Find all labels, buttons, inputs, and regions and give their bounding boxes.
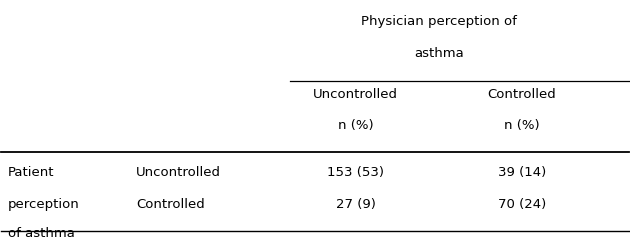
Text: 70 (24): 70 (24): [498, 198, 546, 211]
Text: of asthma: of asthma: [8, 227, 74, 240]
Text: Patient: Patient: [8, 166, 54, 179]
Text: 153 (53): 153 (53): [327, 166, 384, 179]
Text: 27 (9): 27 (9): [336, 198, 375, 211]
Text: Uncontrolled: Uncontrolled: [313, 88, 398, 101]
Text: Physician perception of: Physician perception of: [361, 15, 517, 28]
Text: Controlled: Controlled: [488, 88, 556, 101]
Text: n (%): n (%): [504, 119, 540, 132]
Text: perception: perception: [8, 198, 79, 211]
Text: asthma: asthma: [414, 47, 464, 60]
Text: Uncontrolled: Uncontrolled: [136, 166, 221, 179]
Text: 39 (14): 39 (14): [498, 166, 546, 179]
Text: Controlled: Controlled: [136, 198, 205, 211]
Text: n (%): n (%): [338, 119, 374, 132]
